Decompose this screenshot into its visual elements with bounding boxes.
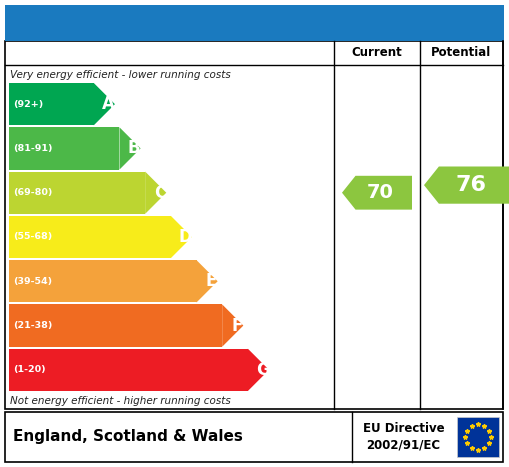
Polygon shape	[171, 216, 192, 258]
Polygon shape	[94, 83, 115, 125]
Text: G: G	[256, 361, 270, 379]
Bar	[9, 260, 196, 303]
Bar	[5, 5, 504, 41]
Text: C: C	[154, 184, 166, 202]
Text: (21-38): (21-38)	[13, 321, 52, 330]
Text: (69-80): (69-80)	[13, 188, 52, 197]
Bar	[457, 417, 499, 457]
Bar	[9, 304, 222, 347]
Text: (92+): (92+)	[13, 99, 43, 109]
Text: (55-68): (55-68)	[13, 233, 52, 241]
Polygon shape	[342, 176, 412, 210]
Text: Not energy efficient - higher running costs: Not energy efficient - higher running co…	[10, 396, 231, 406]
Bar	[9, 127, 120, 170]
Text: 70: 70	[367, 183, 394, 202]
Polygon shape	[222, 304, 243, 347]
Text: England, Scotland & Wales: England, Scotland & Wales	[13, 430, 243, 445]
Text: (81-91): (81-91)	[13, 144, 52, 153]
Polygon shape	[424, 167, 509, 204]
Bar	[9, 83, 94, 125]
Bar	[9, 349, 248, 391]
Text: 76: 76	[456, 175, 487, 195]
Text: Very energy efficient - lower running costs: Very energy efficient - lower running co…	[10, 70, 231, 79]
Text: D: D	[179, 228, 192, 246]
Polygon shape	[145, 171, 166, 214]
Bar	[9, 216, 171, 258]
Text: EU Directive: EU Directive	[363, 422, 444, 434]
Bar	[5, 412, 503, 462]
Polygon shape	[248, 349, 269, 391]
Text: Current: Current	[352, 47, 403, 59]
Bar	[5, 41, 503, 409]
Bar	[9, 171, 145, 214]
Polygon shape	[196, 260, 218, 303]
Text: A: A	[102, 95, 115, 113]
Text: (39-54): (39-54)	[13, 277, 52, 286]
Text: Energy Efficiency Rating: Energy Efficiency Rating	[110, 13, 399, 33]
Text: B: B	[128, 140, 140, 157]
Polygon shape	[120, 127, 140, 170]
Text: (1-20): (1-20)	[13, 365, 46, 375]
Text: F: F	[231, 317, 243, 334]
Text: Potential: Potential	[431, 47, 492, 59]
Text: 2002/91/EC: 2002/91/EC	[366, 438, 441, 451]
Text: E: E	[206, 272, 217, 290]
